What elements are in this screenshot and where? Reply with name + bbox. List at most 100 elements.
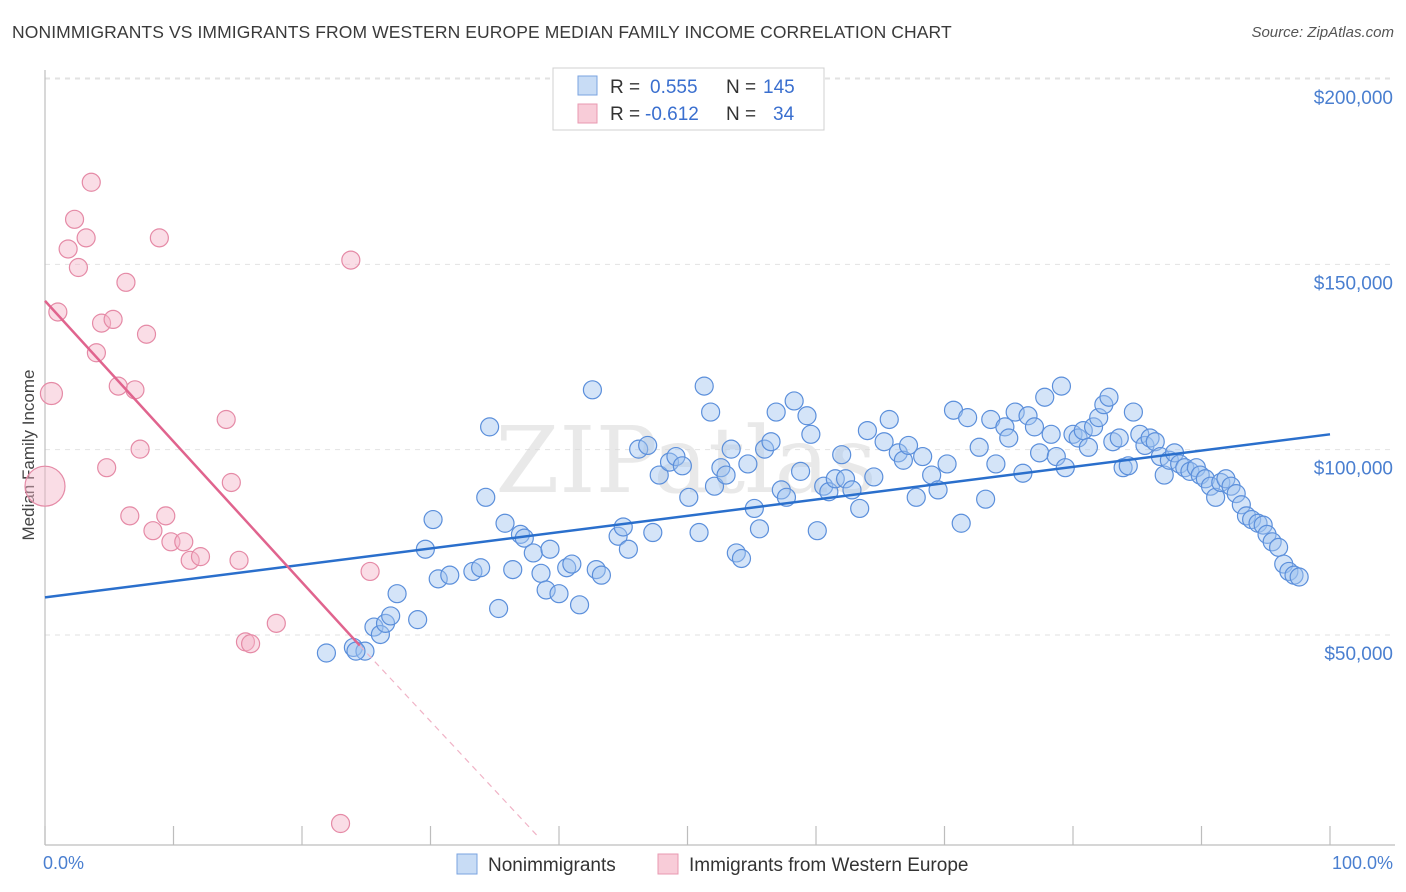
blue-point-137	[1231, 495, 1251, 515]
pink-point-8	[86, 343, 107, 363]
blue-point-66	[814, 476, 834, 496]
pink-point-23	[180, 550, 200, 570]
pink-point-29	[241, 634, 261, 654]
blue-point-70	[835, 469, 856, 489]
blue-point-78	[893, 450, 913, 470]
pink-point-30	[266, 613, 286, 633]
legend-swatch-blue	[577, 75, 598, 96]
blue-point-31	[586, 559, 606, 580]
blue-point-4	[370, 624, 390, 645]
blue-point-33	[608, 526, 628, 546]
pink-point-14	[120, 506, 140, 526]
blue-point-39	[649, 465, 669, 485]
blue-point-100	[1041, 424, 1061, 444]
blue-point-132	[1206, 487, 1226, 507]
legend-r-label-1: R =	[610, 77, 640, 98]
blue-point-8	[408, 610, 428, 630]
legend-swatch-pink	[577, 103, 598, 124]
blue-point-43	[679, 487, 699, 507]
blue-point-49	[716, 465, 736, 485]
blue-point-58	[766, 402, 786, 422]
blue-point-136	[1226, 484, 1246, 504]
blue-point-92	[995, 417, 1015, 437]
blue-point-30	[582, 380, 603, 400]
x-tick-label-0: 0.0%	[43, 853, 84, 873]
legend-r-label-2: R =	[610, 104, 640, 125]
legend-n-label-1: N =	[726, 77, 756, 98]
blue-point-14	[471, 558, 491, 578]
blue-point-113	[1109, 428, 1129, 448]
pink-point-18	[143, 521, 163, 541]
blue-point-64	[801, 424, 821, 444]
pink-point-10	[97, 458, 117, 478]
blue-point-29	[569, 595, 590, 615]
pink-point-13	[116, 272, 136, 292]
pink-point-17	[136, 324, 157, 344]
blue-point-7	[387, 584, 407, 604]
blue-point-28	[562, 554, 582, 574]
blue-point-63	[797, 406, 817, 426]
legend-n-value-1: 145	[763, 77, 795, 98]
blue-point-18	[495, 513, 515, 533]
legend-frame	[552, 67, 825, 131]
pink-point-24	[190, 547, 211, 567]
legend-r-value-1: 0.555	[650, 77, 698, 98]
trend-lines	[44, 300, 1331, 839]
blue-point-65	[807, 521, 827, 541]
blue-point-131	[1200, 476, 1221, 496]
blue-point-17	[489, 598, 509, 619]
gridlines	[45, 77, 1395, 636]
blue-point-84	[937, 454, 957, 474]
trend-line-immigrants	[44, 300, 361, 647]
blue-point-122	[1154, 465, 1174, 485]
blue-point-89	[976, 489, 996, 509]
blue-point-79	[898, 435, 919, 456]
blue-point-86	[951, 513, 971, 533]
blue-point-146	[1279, 561, 1299, 582]
blue-point-108	[1083, 417, 1104, 437]
blue-point-133	[1211, 472, 1231, 493]
bottom-legend-nonimmigrants: Nonimmigrants	[488, 855, 616, 876]
blue-point-53	[738, 454, 758, 474]
pink-point-1	[39, 381, 64, 406]
blue-point-34	[613, 517, 633, 537]
blue-point-149	[346, 641, 366, 661]
blue-point-15	[476, 487, 496, 507]
blue-point-26	[549, 584, 569, 604]
y-tick-labels: $50,000 $100,000 $150,000 $200,000	[1314, 88, 1393, 665]
legend-n-value-2: 34	[773, 104, 795, 125]
blue-point-24	[536, 580, 556, 600]
blue-point-3	[364, 617, 384, 637]
blue-point-99	[1035, 387, 1055, 407]
trend-line-immigrants-extension	[359, 645, 541, 839]
pink-point-33	[360, 561, 380, 582]
pink-point-6	[76, 228, 96, 248]
blue-point-62	[790, 461, 811, 481]
pink-point-31	[330, 813, 351, 834]
blue-point-41	[666, 446, 686, 467]
blue-point-51	[726, 543, 746, 563]
chart-title: NONIMMIGRANTS VS IMMIGRANTS FROM WESTERN…	[12, 22, 952, 42]
pink-point-3	[58, 239, 78, 259]
pink-point-2	[48, 302, 68, 322]
pink-point-16	[130, 439, 150, 459]
blue-point-111	[1099, 387, 1119, 407]
y-tick-label-0: $50,000	[1324, 644, 1393, 665]
blue-point-87	[958, 408, 978, 428]
bottom-legend-immigrants: Immigrants from Western Europe	[689, 855, 968, 876]
blue-point-104	[1063, 424, 1083, 444]
blue-point-10	[423, 509, 443, 530]
blue-point-74	[864, 467, 884, 487]
legend-box: R = 0.555 N = 145 R = -0.612 N = 34	[552, 67, 825, 131]
pink-point-20	[156, 506, 176, 526]
blue-point-119	[1140, 428, 1160, 448]
blue-point-97	[1024, 417, 1045, 437]
blue-point-12	[440, 565, 460, 585]
blue-point-55	[749, 519, 770, 539]
blue-point-0	[316, 643, 337, 663]
blue-point-117	[1130, 424, 1150, 444]
blue-point-27	[557, 558, 577, 578]
blue-point-68	[825, 469, 845, 489]
blue-point-72	[850, 498, 870, 519]
blue-point-76	[879, 409, 899, 430]
